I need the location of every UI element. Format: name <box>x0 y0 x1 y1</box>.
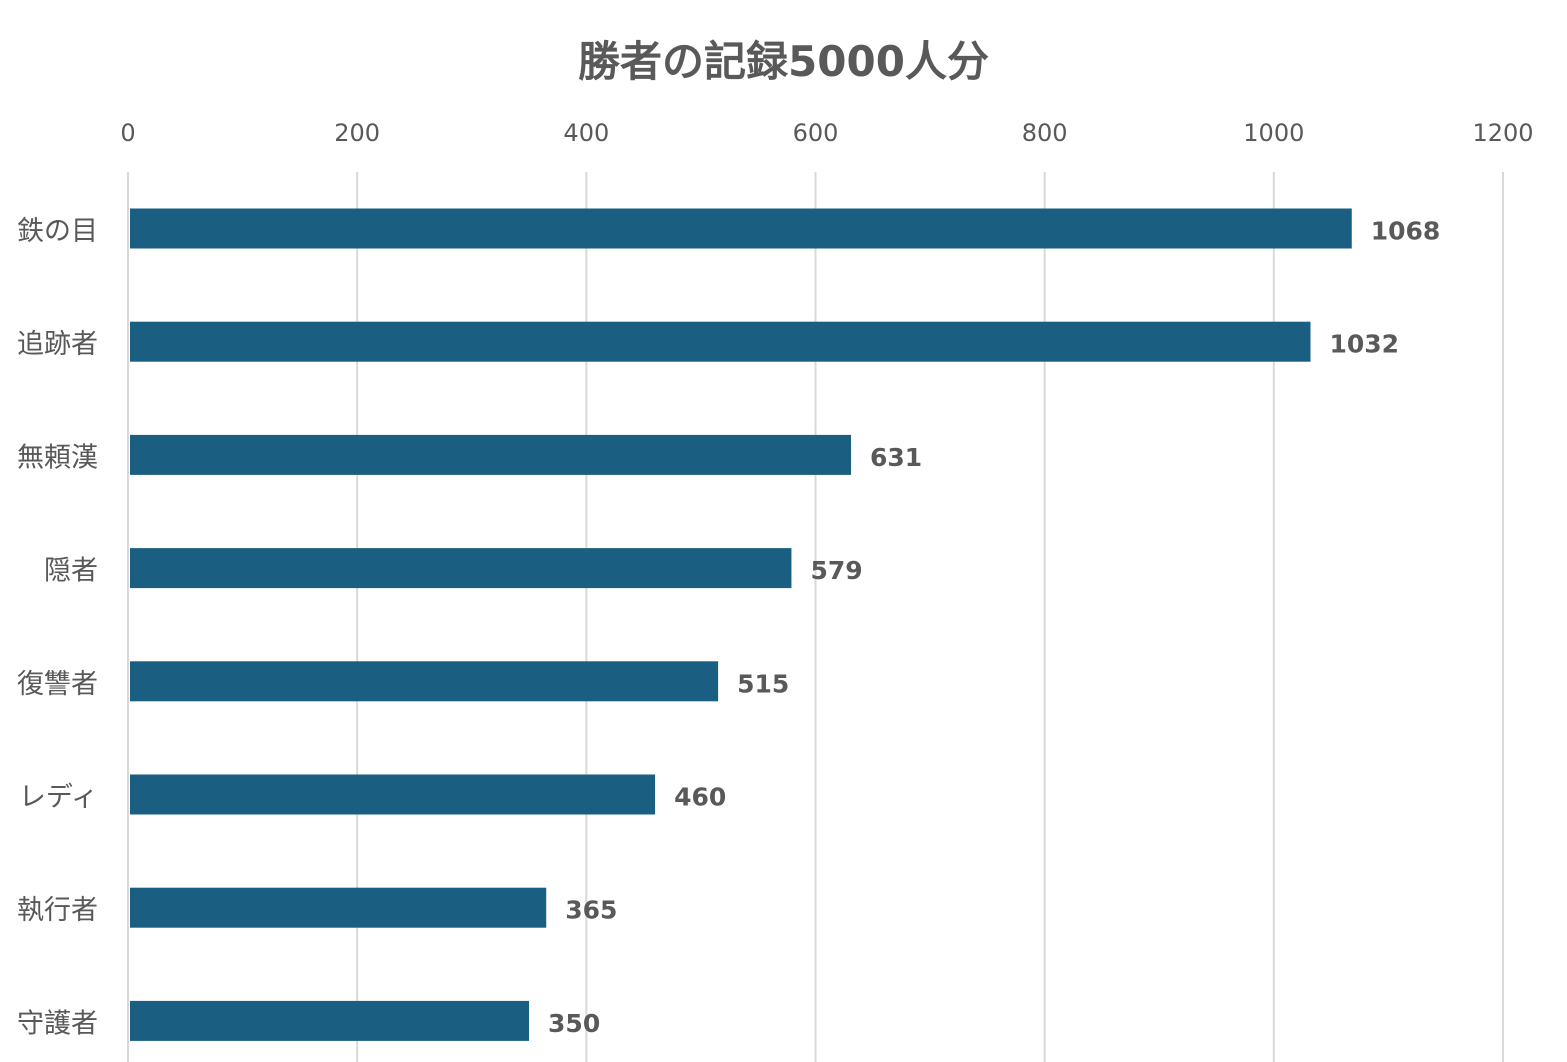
bar <box>130 887 547 928</box>
category-label: 隠者 <box>44 556 98 587</box>
data-label: 365 <box>565 896 617 925</box>
category-label: 無頼漢 <box>17 442 98 473</box>
bar <box>130 1000 530 1041</box>
category-label: 鉄の目 <box>17 216 98 247</box>
bar <box>130 208 1352 249</box>
x-tick-label: 1200 <box>1472 119 1533 147</box>
x-tick-label: 400 <box>563 119 609 147</box>
bar <box>130 661 719 702</box>
data-label: 460 <box>674 783 726 812</box>
x-tick-label: 1000 <box>1243 119 1304 147</box>
x-tick-label: 800 <box>1022 119 1068 147</box>
category-label: 守護者 <box>17 1008 98 1039</box>
category-label: 復讐者 <box>17 669 98 700</box>
bar <box>130 321 1311 362</box>
x-tick-label: 200 <box>334 119 380 147</box>
chart-title: 勝者の記録5000人分 <box>578 37 989 86</box>
bar <box>130 548 792 589</box>
data-label: 1032 <box>1330 330 1400 359</box>
data-label: 515 <box>737 669 789 698</box>
x-tick-label: 0 <box>120 119 135 147</box>
data-label: 579 <box>810 556 862 585</box>
category-label: 執行者 <box>17 895 98 926</box>
bar <box>130 774 656 815</box>
category-label: 追跡者 <box>17 329 98 360</box>
data-label: 1068 <box>1371 217 1441 246</box>
category-label: レディ <box>19 782 98 813</box>
x-tick-label: 600 <box>793 119 839 147</box>
bar <box>130 434 852 475</box>
data-label: 631 <box>870 443 922 472</box>
data-label: 350 <box>548 1009 600 1038</box>
